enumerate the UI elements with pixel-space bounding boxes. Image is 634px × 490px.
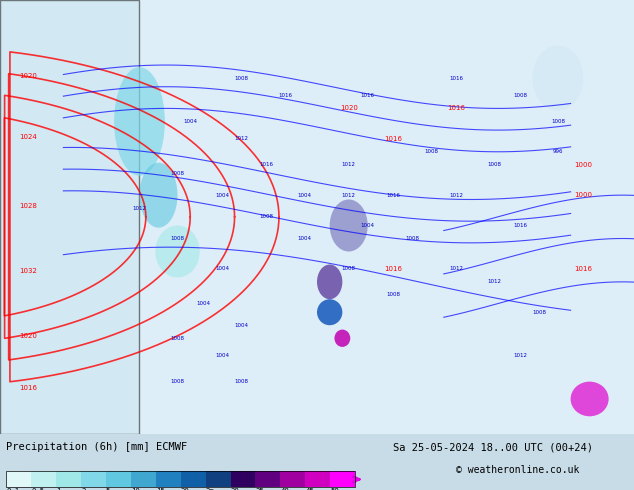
Text: 1012: 1012 <box>488 279 501 284</box>
Bar <box>280 471 305 487</box>
Text: 1016: 1016 <box>386 193 400 197</box>
Text: 1004: 1004 <box>215 267 229 271</box>
Text: 1004: 1004 <box>361 223 375 228</box>
Bar <box>305 471 330 487</box>
Text: 1016: 1016 <box>361 93 375 98</box>
Text: 1008: 1008 <box>342 267 356 271</box>
Text: 1012: 1012 <box>450 267 463 271</box>
Text: 2α: 2α <box>205 489 214 490</box>
Bar <box>6 471 355 487</box>
Text: 1012: 1012 <box>513 353 527 358</box>
Bar <box>156 471 181 487</box>
Text: 1016: 1016 <box>574 266 592 272</box>
Text: 15: 15 <box>156 489 165 490</box>
Text: 1020: 1020 <box>19 73 37 79</box>
Text: 1008: 1008 <box>386 293 400 297</box>
Ellipse shape <box>330 199 368 251</box>
Ellipse shape <box>317 299 342 325</box>
Text: 1008: 1008 <box>532 310 546 315</box>
Ellipse shape <box>571 382 609 416</box>
Text: 1008: 1008 <box>171 171 184 176</box>
Text: 1: 1 <box>56 489 60 490</box>
Bar <box>56 471 81 487</box>
Text: 2: 2 <box>81 489 86 490</box>
Text: 1012: 1012 <box>342 193 356 197</box>
Ellipse shape <box>114 67 165 175</box>
Text: 10: 10 <box>131 489 139 490</box>
Text: 1012: 1012 <box>342 162 356 167</box>
Text: 1008: 1008 <box>405 236 419 241</box>
Text: 1004: 1004 <box>196 301 210 306</box>
Text: 1004: 1004 <box>234 323 248 328</box>
Text: 1024: 1024 <box>19 134 37 140</box>
Ellipse shape <box>335 330 351 347</box>
FancyBboxPatch shape <box>0 0 139 434</box>
Text: 1004: 1004 <box>215 353 229 358</box>
Text: 1000: 1000 <box>574 162 592 168</box>
Ellipse shape <box>317 265 342 299</box>
Ellipse shape <box>533 46 583 111</box>
Text: 1020: 1020 <box>340 105 358 111</box>
Bar <box>181 471 205 487</box>
Text: 1032: 1032 <box>19 268 37 274</box>
Ellipse shape <box>155 225 200 277</box>
Text: Precipitation (6h) [mm] ECMWF: Precipitation (6h) [mm] ECMWF <box>6 442 188 452</box>
Text: 1008: 1008 <box>171 336 184 341</box>
Text: 1004: 1004 <box>297 193 311 197</box>
Text: 1016: 1016 <box>450 75 463 80</box>
Text: Sa 25-05-2024 18..00 UTC (00+24): Sa 25-05-2024 18..00 UTC (00+24) <box>393 442 593 452</box>
Text: 1028: 1028 <box>19 203 37 209</box>
Text: 40: 40 <box>280 489 289 490</box>
Text: 1012: 1012 <box>133 206 146 211</box>
Text: 1016: 1016 <box>384 266 402 272</box>
Bar <box>106 471 131 487</box>
Text: 1008: 1008 <box>513 93 527 98</box>
Text: 1008: 1008 <box>234 75 248 80</box>
Text: 1008: 1008 <box>171 236 184 241</box>
Text: 1016: 1016 <box>259 162 273 167</box>
Text: 1004: 1004 <box>215 193 229 197</box>
Bar <box>231 471 256 487</box>
Text: 1016: 1016 <box>513 223 527 228</box>
Text: 5: 5 <box>106 489 110 490</box>
Text: 1020: 1020 <box>19 333 37 339</box>
Text: 1008: 1008 <box>488 162 501 167</box>
Text: 996: 996 <box>553 149 563 154</box>
Text: 1016: 1016 <box>384 136 402 142</box>
Text: 45: 45 <box>305 489 314 490</box>
Bar <box>131 471 156 487</box>
Text: 0.1: 0.1 <box>6 489 20 490</box>
Text: 1016: 1016 <box>448 105 465 111</box>
Text: 35: 35 <box>256 489 264 490</box>
Text: 1004: 1004 <box>297 236 311 241</box>
Text: 1004: 1004 <box>183 119 197 124</box>
Text: 0.5: 0.5 <box>31 489 44 490</box>
Text: 1008: 1008 <box>551 119 565 124</box>
Text: 1008: 1008 <box>234 379 248 384</box>
Bar <box>6 471 31 487</box>
Text: 1016: 1016 <box>278 93 292 98</box>
Text: 1012: 1012 <box>234 136 248 141</box>
Text: 20: 20 <box>181 489 190 490</box>
Text: 1008: 1008 <box>259 214 273 220</box>
Text: 1008: 1008 <box>171 379 184 384</box>
Text: 30: 30 <box>231 489 239 490</box>
Text: 1008: 1008 <box>424 149 438 154</box>
Bar <box>31 471 56 487</box>
Bar <box>256 471 280 487</box>
Text: 1000: 1000 <box>574 192 592 198</box>
Bar <box>205 471 231 487</box>
Text: 50: 50 <box>330 489 339 490</box>
Ellipse shape <box>139 163 178 228</box>
Text: © weatheronline.co.uk: © weatheronline.co.uk <box>456 466 580 475</box>
Text: 1012: 1012 <box>450 193 463 197</box>
Bar <box>81 471 106 487</box>
Bar <box>330 471 355 487</box>
Text: 1016: 1016 <box>19 385 37 392</box>
